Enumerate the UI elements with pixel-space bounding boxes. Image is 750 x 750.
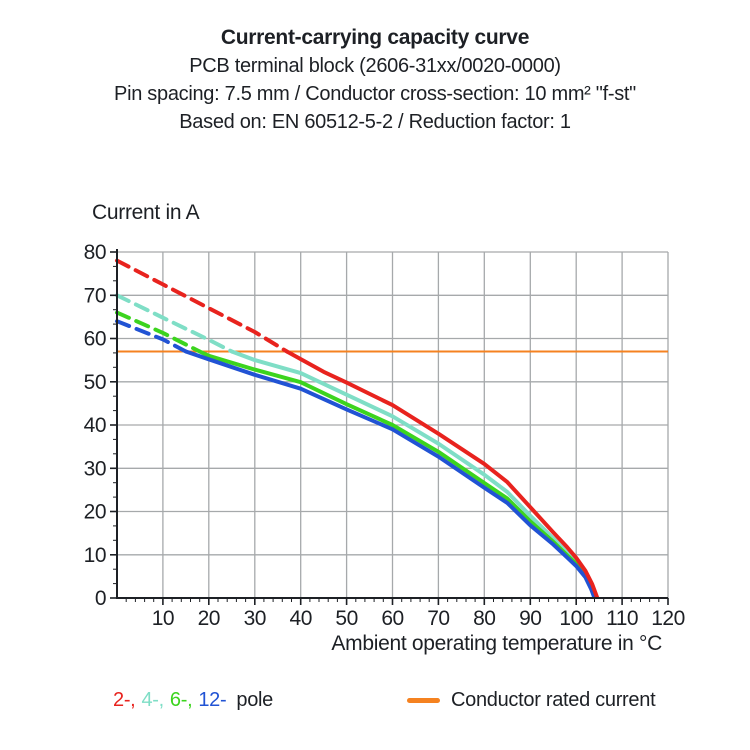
x-tick-label-30: 30 xyxy=(244,607,266,630)
x-tick-label-110: 110 xyxy=(606,607,638,630)
x-tick-label-80: 80 xyxy=(473,607,495,630)
chart-title: Current-carrying capacity curve xyxy=(220,26,530,49)
y-tick-label-50: 50 xyxy=(84,371,106,394)
chart-header: Current-carrying capacity curve PCB term… xyxy=(0,24,750,136)
x-tick-label-50: 50 xyxy=(335,607,357,630)
legend-pole-2: 2-, xyxy=(113,689,136,711)
x-tick-label-20: 20 xyxy=(198,607,220,630)
y-tick-label-60: 60 xyxy=(84,328,106,351)
curve-4-pole-solid xyxy=(231,349,599,599)
y-tick-label-0: 0 xyxy=(95,587,106,610)
y-axis-title: Current in A xyxy=(92,201,200,224)
curve-6-pole-solid xyxy=(198,349,598,599)
y-tick-label-10: 10 xyxy=(84,544,106,567)
curve-6-pole-dashed xyxy=(115,310,202,354)
x-tick-label-70: 70 xyxy=(427,607,449,630)
legend-pole-6: 6-, xyxy=(169,689,193,711)
legend-pole-12: 12- xyxy=(198,689,227,711)
legend-pole-group: 2-, 4-, 6-, 12- pole xyxy=(113,689,273,712)
legend-pole-4: 4-, xyxy=(141,689,164,711)
x-tick-label-90: 90 xyxy=(519,607,541,630)
legend-rated-group: Conductor rated current xyxy=(407,689,656,712)
chart-subtitle-standard: Based on: EN 60512-5-2 / Reduction facto… xyxy=(179,111,571,133)
x-tick-label-100: 100 xyxy=(559,607,593,630)
capacity-curve-chart: 10 20 30 40 50 60 70 80 90 100 110 120 0 10 20 30 40 50 60… xyxy=(84,241,686,630)
x-axis-title: Ambient operating temperature in °C xyxy=(331,632,662,655)
legend-pole-word: pole xyxy=(236,689,273,711)
curve-2-pole-solid xyxy=(285,349,600,599)
curve-12-pole-solid xyxy=(185,349,597,599)
x-tick-label-60: 60 xyxy=(381,607,403,630)
x-tick-label-120: 120 xyxy=(651,607,685,630)
chart-subtitle-specs: Pin spacing: 7.5 mm / Conductor cross-se… xyxy=(114,83,636,105)
x-tick-label-10: 10 xyxy=(152,607,174,630)
y-tick-label-20: 20 xyxy=(84,501,106,524)
curve-12-pole-dashed xyxy=(115,319,188,354)
legend-rated-label: Conductor rated current xyxy=(451,689,656,711)
y-tick-label-40: 40 xyxy=(84,414,106,437)
curve-4-pole-dashed xyxy=(115,293,234,354)
rated-current-line-swatch xyxy=(407,698,440,703)
legend: 2-, 4-, 6-, 12- pole Conductor rated cur… xyxy=(0,689,750,715)
chart-subtitle-product: PCB terminal block (2606-31xx/0020-0000) xyxy=(189,55,561,77)
x-tick-label-40: 40 xyxy=(290,607,312,630)
y-tick-label-70: 70 xyxy=(84,284,106,307)
y-tick-label-30: 30 xyxy=(84,457,106,480)
curve-2-pole-dashed xyxy=(115,258,289,354)
y-tick-label-80: 80 xyxy=(84,241,106,264)
